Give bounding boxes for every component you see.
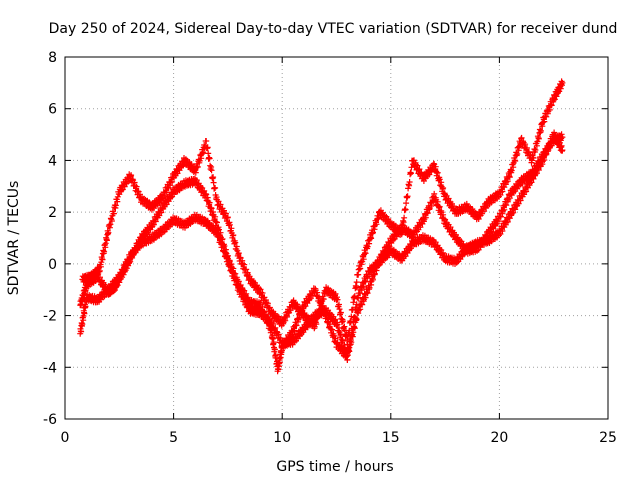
- x-tick-label: 15: [382, 430, 400, 446]
- x-tick-label: 20: [490, 430, 508, 446]
- y-tick-label: -6: [43, 412, 57, 428]
- y-tick-label: -2: [43, 309, 57, 325]
- series-track-3: [79, 78, 566, 348]
- plot-frame: [64, 56, 609, 420]
- data-markers: [77, 78, 566, 375]
- x-tick-label: 5: [169, 430, 178, 446]
- series-track-2: [77, 129, 566, 363]
- y-tick-label: 0: [48, 257, 57, 273]
- y-tick-label: 2: [48, 205, 57, 221]
- y-tick-label: 6: [48, 102, 57, 118]
- y-tick-label: -4: [43, 360, 57, 376]
- y-tick-label: 4: [48, 153, 57, 169]
- series-track-1: [77, 131, 566, 375]
- x-axis-label: GPS time / hours: [276, 459, 393, 475]
- x-tick-label: 0: [61, 430, 70, 446]
- x-tick-label: 10: [273, 430, 291, 446]
- y-axis-label: SDTVAR / TECUs: [6, 181, 22, 296]
- plus-markers: [77, 129, 566, 363]
- x-tick-label: 25: [599, 430, 617, 446]
- plus-markers: [77, 131, 566, 375]
- y-tick-label: 8: [48, 50, 57, 66]
- plus-markers: [79, 78, 566, 348]
- axis-ticks: 0 5 10 15 20 25 -6 -4 -2 0 2 4 6 8: [43, 50, 617, 446]
- chart-title: Day 250 of 2024, Sidereal Day-to-day VTE…: [49, 21, 618, 37]
